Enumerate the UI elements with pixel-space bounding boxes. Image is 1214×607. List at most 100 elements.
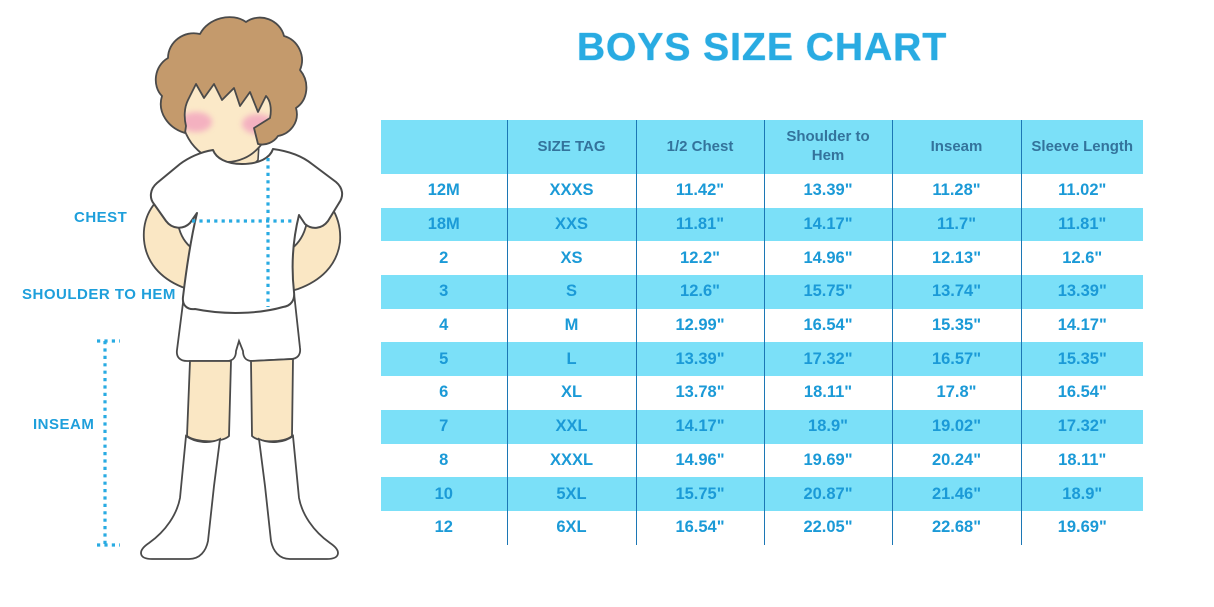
- table-cell: 19.69": [763, 443, 892, 478]
- column-header: [381, 120, 507, 174]
- table-cell: XL: [506, 376, 636, 410]
- table-cell: 2: [439, 248, 449, 267]
- table-cell: 21.46": [891, 477, 1021, 511]
- table-cell: 12: [434, 518, 453, 537]
- table-cell: 12.13": [891, 241, 1021, 276]
- table-cell: 11.02": [1020, 174, 1143, 208]
- table-row: 2 XS 12.2" 14.96" 12.13" 12.6": [381, 241, 1143, 276]
- table-row: 12M XXXS 11.42" 13.39" 11.28" 11.02": [381, 174, 1143, 208]
- table-cell: 18.11": [1020, 443, 1143, 478]
- table-cell: 3: [381, 275, 507, 309]
- table-row: 4 M 12.99" 16.54" 15.35" 14.17": [381, 308, 1143, 343]
- table-cell: 8: [439, 450, 449, 469]
- column-header: SIZE TAG: [506, 120, 636, 174]
- inseam-label: INSEAM: [33, 416, 95, 433]
- table-cell: 6XL: [506, 510, 636, 545]
- table-row: 7 XXL 14.17" 18.9" 19.02" 17.32": [381, 409, 1143, 444]
- boy-leg-left: [186, 360, 232, 443]
- table-cell: 19.02": [891, 409, 1021, 444]
- table-row: 10 5XL 15.75" 20.87" 21.46" 18.9": [381, 477, 1143, 511]
- size-chart-body: 12M XXXS 11.42" 13.39" 11.28" 11.02" 18M XXS 11.…: [381, 174, 1143, 545]
- table-cell: 15.75": [635, 477, 764, 511]
- chest-label: CHEST: [74, 209, 128, 226]
- table-cell: 11.42": [635, 174, 764, 208]
- table-cell: S: [506, 275, 636, 309]
- table-cell: 18M: [381, 207, 507, 242]
- page-title: BOYS SIZE CHART: [576, 26, 948, 69]
- boy-shirt: [149, 148, 344, 314]
- table-cell: XXL: [506, 409, 636, 444]
- column-header: Sleeve Length: [1020, 120, 1143, 174]
- table-cell: 12M: [427, 181, 460, 200]
- table-cell: 13.39": [1020, 275, 1143, 309]
- table-cell: 13.39": [763, 174, 892, 208]
- table-cell: 13.78": [635, 376, 764, 410]
- column-header: 1/2 Chest: [635, 120, 764, 174]
- shoulder-to-hem-label: SHOULDER TO HEM: [22, 286, 176, 303]
- table-cell: 13.74": [891, 275, 1021, 309]
- table-row: 3 S 12.6" 15.75" 13.74" 13.39": [381, 275, 1143, 309]
- table-cell: M: [506, 308, 636, 343]
- table-cell: 16.54": [763, 308, 892, 343]
- table-cell: 18.9": [763, 409, 892, 444]
- table-row: 18M XXS 11.81" 14.17" 11.7" 11.81": [381, 207, 1143, 242]
- table-cell: 16.54": [1020, 376, 1143, 410]
- table-cell: 14.96": [635, 443, 764, 478]
- table-cell: 11.28": [891, 174, 1021, 208]
- table-cell: XXXL: [506, 443, 636, 478]
- boy-hair: [154, 16, 308, 146]
- table-cell: 15.75": [763, 275, 892, 309]
- table-cell: 11.81": [635, 207, 764, 242]
- table-row: 12 6XL 16.54" 22.05" 22.68" 19.69": [381, 510, 1143, 545]
- table-cell: 20.87": [763, 477, 892, 511]
- table-cell: 6: [439, 383, 449, 402]
- table-row: 5 L 13.39" 17.32" 16.57" 15.35": [381, 342, 1143, 377]
- table-cell: 18.11": [763, 376, 892, 410]
- table-cell: 5XL: [506, 477, 636, 511]
- table-cell: L: [506, 342, 636, 377]
- boy-leg-right: [250, 358, 294, 443]
- table-cell: 12.6": [1020, 241, 1143, 276]
- table-cell: 12.6": [635, 275, 764, 309]
- table-cell: 13.39": [635, 342, 764, 377]
- table-cell: 14.17": [635, 409, 764, 444]
- boy-sock-right: [257, 434, 339, 560]
- table-cell: 14.17": [763, 207, 892, 242]
- table-cell: 16.57": [891, 342, 1021, 377]
- column-header: Shoulder to Hem: [763, 120, 892, 174]
- table-cell: 11.7": [891, 207, 1021, 242]
- header-row: SIZE TAG 1/2 Chest Shoulder to Hem Inseam Sl…: [381, 120, 1143, 174]
- table-cell: 20.24": [891, 443, 1021, 478]
- table-cell: 11.81": [1020, 207, 1143, 242]
- table-cell: 22.68": [891, 510, 1021, 545]
- table-cell: 4: [439, 316, 449, 335]
- table-cell: XXXS: [506, 174, 636, 208]
- boy-arm-left: [142, 188, 199, 294]
- table-cell: 17.32": [763, 342, 892, 377]
- table-cell: 12.2": [635, 241, 764, 276]
- size-chart-header: SIZE TAG 1/2 Chest Shoulder to Hem Inseam Sl…: [381, 120, 1143, 174]
- table-cell: 17.32": [1020, 409, 1143, 444]
- boy-figure-drawing: [97, 16, 344, 560]
- table-cell: 14.96": [763, 241, 892, 276]
- table-cell: 22.05": [763, 510, 892, 545]
- table-row: 6 XL 13.78" 18.11" 17.8" 16.54": [381, 376, 1143, 410]
- table-cell: 17.8": [891, 376, 1021, 410]
- size-chart-table: SIZE TAG 1/2 Chest Shoulder to Hem Inseam Sl…: [381, 120, 1143, 545]
- table-cell: XS: [506, 241, 636, 276]
- column-header: Inseam: [891, 120, 1021, 174]
- table-cell: 10: [381, 477, 507, 511]
- table-cell: 18.9": [1020, 477, 1143, 511]
- boy-cheek-left: [180, 112, 212, 132]
- table-cell: 7: [381, 409, 507, 444]
- size-chart-section: BOYS SIZE CHART SIZE TAG 1/2 Chest Shoulde…: [381, 0, 1143, 607]
- boy-sock-left: [140, 434, 222, 560]
- boy-illustration: CHEST SHOULDER TO HEM INSEAM: [0, 0, 380, 607]
- table-cell: 12.99": [635, 308, 764, 343]
- table-cell: 15.35": [891, 308, 1021, 343]
- table-row: 8 XXXL 14.96" 19.69" 20.24" 18.11": [381, 443, 1143, 478]
- table-cell: 5: [381, 342, 507, 377]
- table-cell: 15.35": [1020, 342, 1143, 377]
- table-cell: 14.17": [1020, 308, 1143, 343]
